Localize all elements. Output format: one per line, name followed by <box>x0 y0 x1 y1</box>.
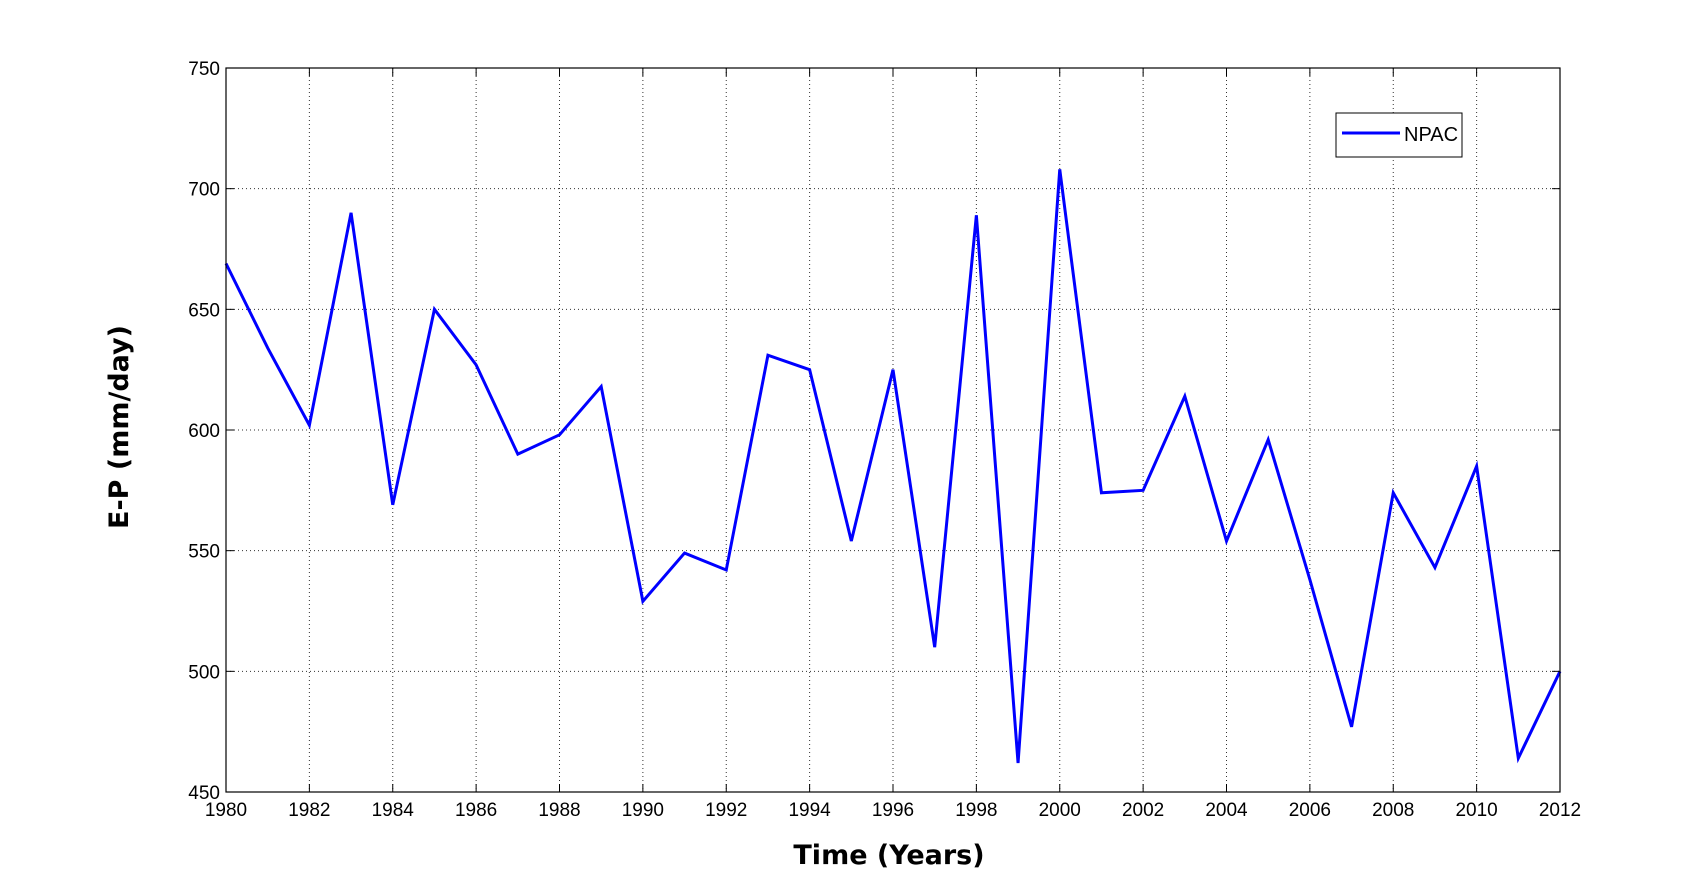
y-tick-label: 700 <box>188 180 220 201</box>
y-tick-label: 550 <box>188 542 220 563</box>
x-tick-label: 2002 <box>1122 800 1164 821</box>
y-tick-label: 600 <box>188 421 220 442</box>
x-tick-label: 2004 <box>1205 800 1248 821</box>
legend: NPAC <box>1335 112 1463 158</box>
x-tick-label: 2006 <box>1289 800 1331 821</box>
y-axis-title: E-P (mm/day) <box>104 325 135 529</box>
x-tick-label: 1986 <box>455 800 497 821</box>
legend-label-npac: NPAC <box>1404 124 1458 146</box>
ticks: 1980 1982 1984 1986 1988 1990 1992 1994 1996 1998… <box>188 59 1581 821</box>
x-tick-label: 1992 <box>705 800 747 821</box>
series-layer <box>224 169 1562 764</box>
x-tick-label: 1998 <box>955 800 997 821</box>
x-tick-label: 2012 <box>1539 800 1581 821</box>
x-tick-label: 1984 <box>372 800 415 821</box>
x-tick-label: 2008 <box>1372 800 1414 821</box>
x-tick-label: 1996 <box>872 800 914 821</box>
x-tick-label: 1982 <box>288 800 330 821</box>
x-tick-label: 1988 <box>538 800 580 821</box>
x-tick-label: 1990 <box>622 800 664 821</box>
y-tick-label: 650 <box>188 300 220 321</box>
x-tick-label: 2010 <box>1455 800 1497 821</box>
y-tick-label: 500 <box>188 662 220 683</box>
legend-box <box>1335 112 1463 158</box>
y-tick-label: 750 <box>188 59 220 80</box>
y-tick-label: 450 <box>188 783 220 804</box>
x-tick-label: 1994 <box>788 800 831 821</box>
x-tick-label: 1980 <box>205 800 247 821</box>
x-axis-title: Time (Years) <box>793 840 984 871</box>
x-tick-label: 2000 <box>1039 800 1081 821</box>
series-line-npac <box>224 169 1562 764</box>
